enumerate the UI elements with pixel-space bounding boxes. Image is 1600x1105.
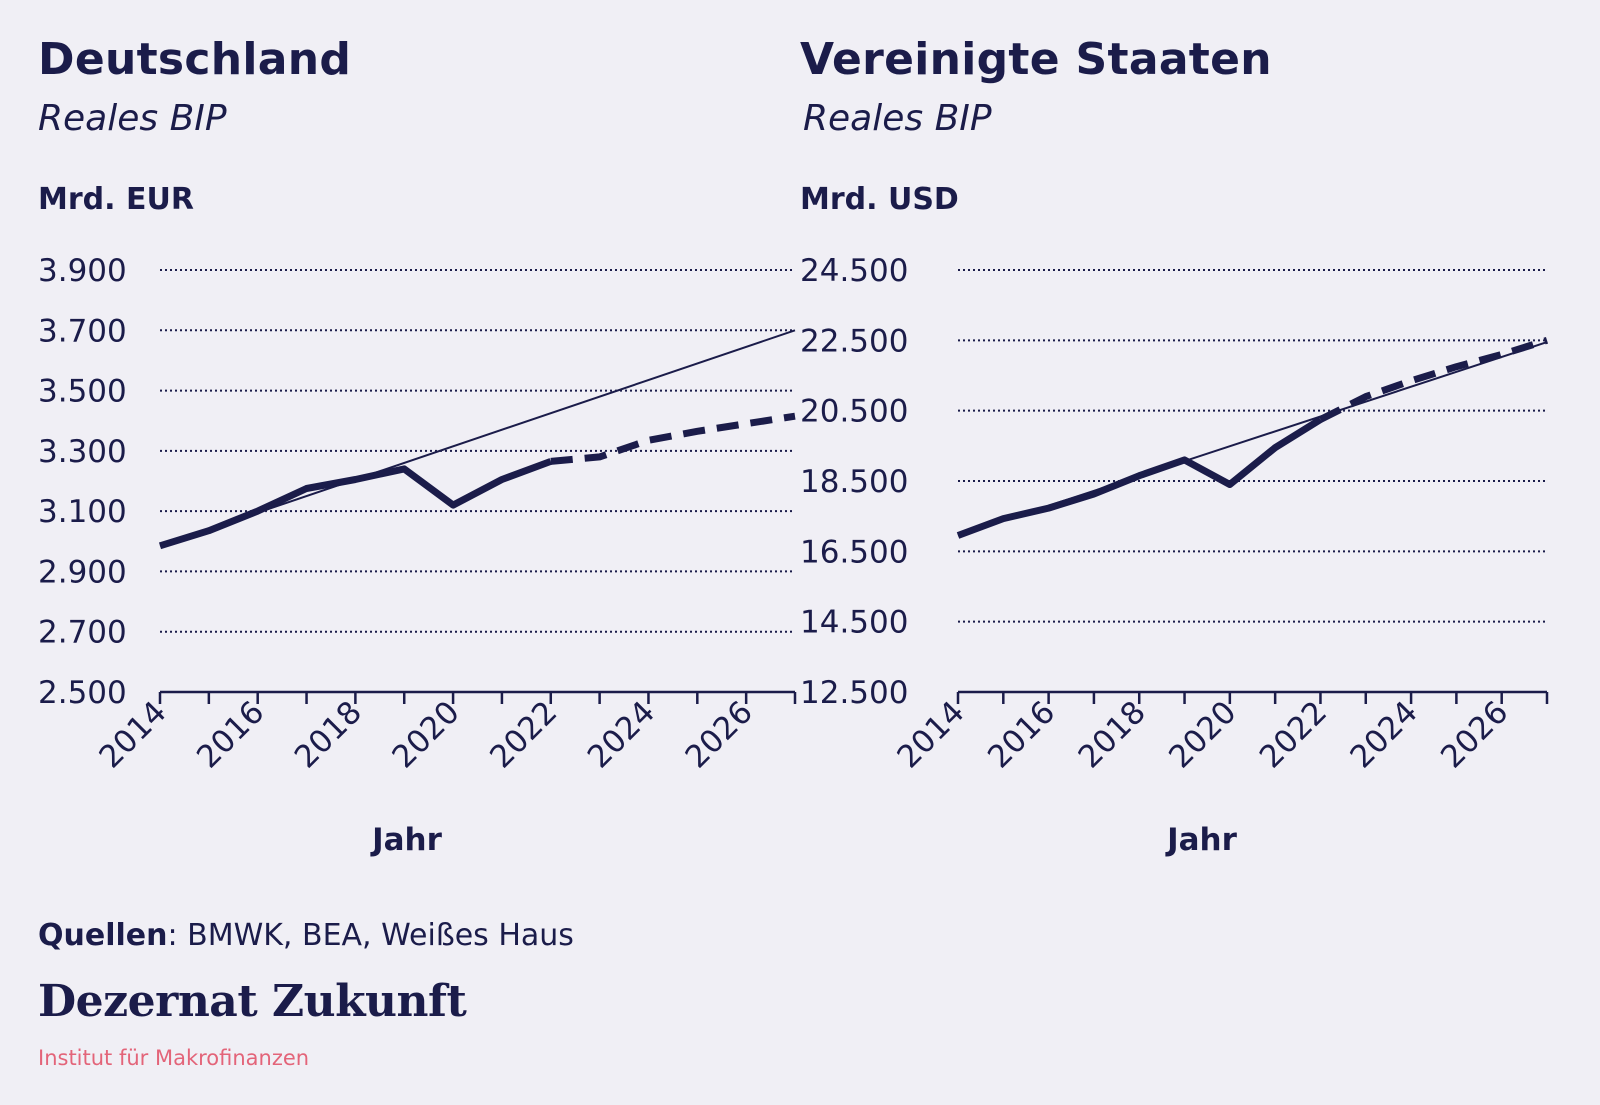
brand-tagline: Institut für Makrofinanzen [38, 1046, 310, 1070]
chart-panel-germany: Deutschland Reales BIP Mrd. EUR 2.500 2.7… [0, 0, 800, 880]
y-tick-label: 20.500 [800, 394, 908, 430]
y-tick-label: 2.500 [38, 675, 127, 711]
x-tick-label: 2024 [1343, 694, 1424, 775]
trend-line [957, 341, 1548, 537]
chart-title: Vereinigte Staaten [800, 34, 1272, 85]
y-tick-label: 3.500 [38, 374, 127, 410]
x-tick-label: 2024 [581, 694, 662, 775]
y-tick-label: 24.500 [800, 253, 908, 289]
x-tick-label: 2020 [385, 694, 466, 775]
y-tick-label: 3.100 [38, 494, 127, 530]
y-axis-label: Mrd. EUR [38, 182, 194, 217]
x-tick-label: 2026 [1434, 694, 1515, 775]
x-axis-label: Jahr [370, 822, 443, 858]
x-tick-label: 2016 [190, 694, 271, 775]
chart-panel-usa: Vereinigte Staaten Reales BIP Mrd. USD 1… [800, 0, 1600, 880]
x-tick-label: 2018 [288, 694, 369, 775]
x-axis-label: Jahr [1165, 822, 1238, 858]
x-tick-label: 2018 [1072, 694, 1153, 775]
y-tick-label: 3.700 [38, 313, 127, 349]
gdp-chart-germany: 2.500 2.700 2.900 3.100 3.300 3.500 3.700 3.900… [38, 253, 797, 858]
brand-logo: Dezernat Zukunft [38, 976, 467, 1027]
forecast-gdp-line [550, 412, 796, 465]
y-tick-label: 2.900 [38, 554, 127, 590]
y-tick-label: 18.500 [800, 464, 908, 500]
y-tick-label: 12.500 [800, 675, 908, 711]
x-tick-label: 2022 [1253, 694, 1334, 775]
sources-note: Quellen: BMWK, BEA, Weißes Haus [38, 918, 574, 953]
x-tick-label: 2026 [679, 694, 760, 775]
sources-text: : BMWK, BEA, Weißes Haus [167, 918, 574, 953]
x-tick-label: 2020 [1162, 694, 1243, 775]
trend-line [159, 329, 796, 547]
y-tick-label: 2.700 [38, 615, 127, 651]
sources-label: Quellen [38, 918, 168, 953]
y-tick-label: 3.900 [38, 253, 127, 289]
chart-subtitle: Reales BIP [803, 98, 992, 139]
x-tick-label: 2022 [483, 694, 564, 775]
chart-title: Deutschland [38, 34, 352, 85]
y-tick-label: 14.500 [800, 605, 908, 641]
y-axis-label: Mrd. USD [800, 182, 959, 217]
gdp-chart-usa: 12.500 14.500 16.500 18.500 20.500 22.500 24.5… [800, 253, 1549, 858]
forecast-gdp-line [1318, 336, 1549, 423]
y-tick-label: 3.300 [38, 434, 127, 470]
y-tick-label: 16.500 [800, 534, 908, 570]
chart-subtitle: Reales BIP [38, 98, 227, 139]
y-tick-label: 22.500 [800, 323, 908, 359]
x-tick-label: 2016 [981, 694, 1062, 775]
actual-gdp-line [158, 458, 553, 550]
